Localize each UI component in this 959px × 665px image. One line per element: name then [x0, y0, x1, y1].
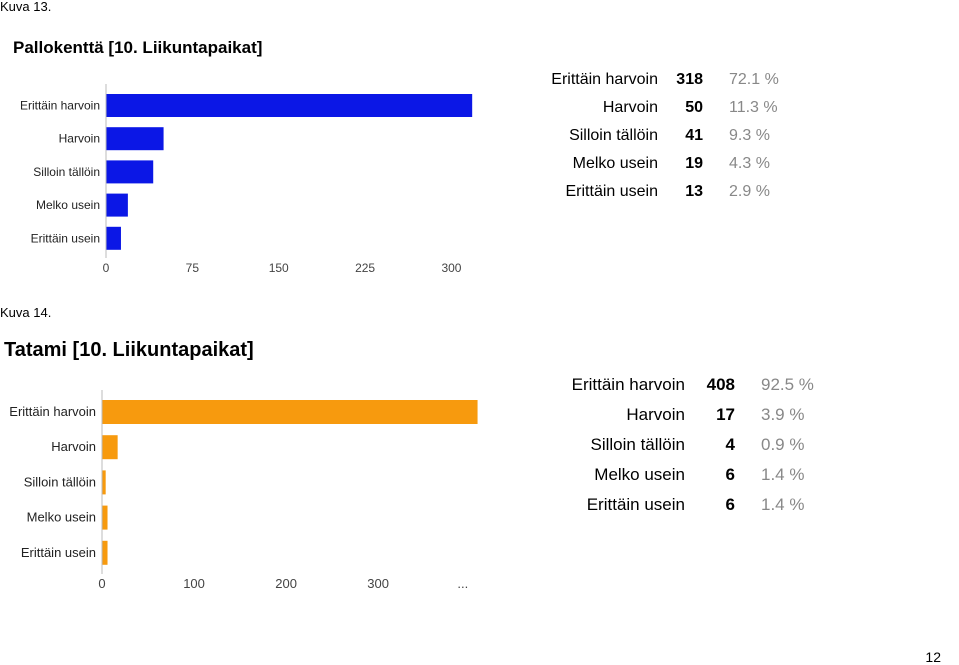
stats-percent: 1.4 % [761, 465, 805, 484]
stats-percent: 11.3 % [729, 99, 778, 116]
stats-category-label: Melko usein [594, 465, 685, 484]
stats-category-label: Erittäin harvoin [571, 375, 685, 394]
x-tick-label: 300 [367, 576, 389, 591]
stats-count: 408 [706, 375, 735, 394]
category-label: Erittäin usein [31, 231, 100, 245]
bar [102, 540, 108, 565]
stats-row: Erittäin usein 6 1.4 % [570, 490, 841, 520]
x-tick-label: ... [457, 576, 468, 591]
category-label: Melko usein [36, 198, 100, 212]
category-label: Erittäin usein [21, 545, 96, 560]
bar [102, 470, 106, 495]
x-tick-label: 150 [269, 261, 289, 275]
category-label: Silloin tällöin [24, 474, 96, 489]
stats-category-label: Erittäin harvoin [551, 71, 658, 88]
bar [102, 435, 118, 460]
page-number: 12 [925, 649, 941, 665]
stats-percent: 0.9 % [761, 435, 805, 454]
stats-row: Silloin tällöin 41 9.3 % [548, 122, 809, 150]
stats-count: 4 [725, 435, 735, 454]
chart-title: Pallokenttä [10. Liikuntapaikat] [13, 38, 263, 57]
figure-caption: Kuva 14. [0, 305, 52, 320]
bar [106, 193, 128, 217]
stats-count: 19 [685, 155, 703, 172]
x-tick-label: 200 [275, 576, 297, 591]
stats-category-label: Silloin tällöin [569, 127, 658, 144]
stats-percent: 4.3 % [729, 155, 770, 172]
stats-percent: 9.3 % [729, 127, 770, 144]
x-tick-label: 0 [98, 576, 105, 591]
stats-row: Melko usein 6 1.4 % [570, 460, 841, 490]
bar [102, 505, 108, 530]
bar [106, 226, 121, 250]
stats-percent: 1.4 % [761, 495, 805, 514]
x-tick-label: 75 [186, 261, 200, 275]
stats-count: 6 [725, 495, 735, 514]
stats-row: Erittäin usein 13 2.9 % [548, 178, 809, 206]
category-label: Silloin tällöin [33, 165, 100, 179]
bar-chart-tatami: Erittäin harvoin Harvoin Silloin tällöin Me… [9, 390, 478, 591]
x-tick-label: 100 [183, 576, 205, 591]
stats-count: 50 [685, 99, 703, 116]
bar [106, 160, 154, 184]
x-tick-label: 300 [441, 261, 461, 275]
bar-chart-pallokentta: Erittäin harvoin Harvoin Silloin tällöin Me… [20, 84, 473, 275]
stats-count: 41 [685, 127, 703, 144]
stats-category-label: Erittäin usein [586, 495, 685, 514]
stats-row: Harvoin 17 3.9 % [570, 400, 841, 430]
category-label: Harvoin [51, 439, 96, 454]
x-tick-label: 225 [355, 261, 375, 275]
stats-percent: 2.9 % [729, 183, 770, 200]
stats-percent: 92.5 % [761, 375, 814, 394]
stats-row: Harvoin 50 11.3 % [548, 94, 809, 122]
stats-table-pallokentta: Erittäin harvoin 318 72.1 % Harvoin 50 11.3 %… [548, 66, 809, 206]
figure-caption: Kuva 13. [0, 0, 52, 14]
stats-category-label: Harvoin [602, 99, 658, 116]
category-label: Erittäin harvoin [20, 99, 100, 113]
bar [106, 127, 164, 151]
category-label: Erittäin harvoin [9, 404, 96, 419]
stats-row: Silloin tällöin 4 0.9 % [570, 430, 841, 460]
stats-row: Erittäin harvoin 318 72.1 % [548, 66, 809, 94]
stats-count: 13 [685, 183, 703, 200]
stats-count: 6 [725, 465, 735, 484]
x-tick-label: 0 [103, 261, 110, 275]
stats-category-label: Harvoin [626, 405, 685, 424]
stats-table-tatami: Erittäin harvoin 408 92.5 % Harvoin 17 3.9 % S… [570, 370, 841, 520]
chart-title: Tatami [10. Liikuntapaikat] [4, 339, 254, 361]
stats-count: 17 [716, 405, 735, 424]
stats-category-label: Erittäin usein [565, 183, 659, 200]
stats-percent: 72.1 % [729, 71, 779, 88]
stats-row: Melko usein 19 4.3 % [548, 150, 809, 178]
category-label: Harvoin [59, 132, 100, 146]
category-label: Melko usein [27, 510, 96, 525]
stats-count: 318 [676, 71, 703, 88]
stats-row: Erittäin harvoin 408 92.5 % [570, 370, 841, 400]
bar [106, 94, 473, 117]
stats-category-label: Melko usein [572, 155, 658, 172]
bar [102, 400, 478, 424]
stats-percent: 3.9 % [761, 405, 805, 424]
stats-category-label: Silloin tällöin [590, 435, 686, 454]
